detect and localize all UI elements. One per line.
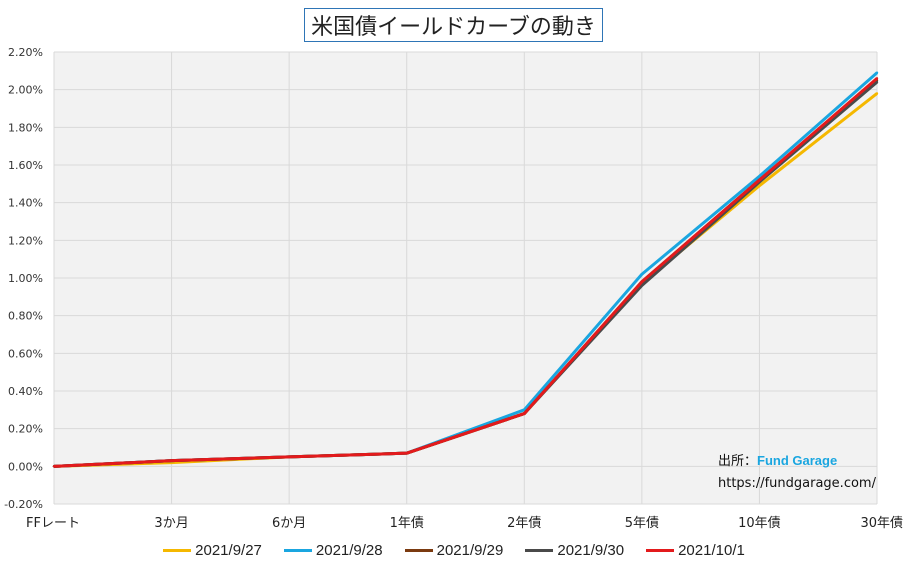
y-tick-label: 2.00% — [8, 84, 43, 97]
x-axis: FFレート 3か月 6か月 1年債 2年債 5年債 10年債 30年債 — [26, 516, 903, 531]
y-tick-label: 1.40% — [8, 197, 43, 210]
series-line — [53, 77, 878, 468]
legend-swatch — [646, 548, 675, 552]
y-tick-label: 0.00% — [8, 460, 43, 473]
source-brand: Fund Garage — [757, 453, 838, 468]
data-point — [758, 175, 761, 178]
x-tick-label: 2年債 — [507, 516, 541, 531]
y-tick-label: 0.40% — [8, 385, 43, 398]
data-point — [758, 178, 761, 182]
y-tick-label: 1.00% — [8, 272, 43, 285]
data-point — [875, 77, 879, 80]
data-point — [875, 80, 879, 84]
y-tick-label: 0.60% — [8, 347, 43, 360]
legend: 2021/9/27 2021/9/28 2021/9/29 2021/9/30 2021… — [0, 540, 908, 560]
y-tick-label: 1.20% — [8, 234, 43, 247]
y-tick-label: 1.60% — [8, 159, 43, 172]
legend-item: 2021/9/27 — [163, 542, 262, 559]
data-point — [875, 71, 879, 74]
legend-swatch — [283, 548, 312, 552]
data-point — [640, 280, 644, 283]
y-tick-label: 0.80% — [8, 310, 43, 323]
y-axis: -0.20% 0.00% 0.20% 0.40% 0.60% 0.80% 1.00% 1.20… — [4, 46, 43, 511]
y-tick-label: 1.80% — [8, 121, 43, 134]
y-tick-label: -0.20% — [4, 498, 43, 511]
data-point — [405, 451, 408, 455]
source-label: 出所： — [718, 454, 758, 469]
legend-item: 2021/10/1 — [646, 542, 745, 559]
data-point — [875, 92, 879, 95]
legend-swatch — [404, 548, 433, 552]
legend-item: 2021/9/29 — [404, 541, 504, 559]
data-point — [52, 465, 56, 468]
x-tick-label: 10年債 — [738, 516, 781, 531]
data-point — [758, 184, 761, 187]
data-point — [640, 273, 644, 276]
y-tick-label: 2.20% — [8, 46, 43, 59]
legend-item: 2021/9/30 — [525, 542, 624, 559]
source-url: https://fundgarage.com/ — [718, 476, 876, 491]
x-tick-label: 5年債 — [625, 516, 659, 531]
legend-label: 2021/9/28 — [315, 541, 383, 559]
source-line: 出所：Fund Garage — [718, 450, 876, 473]
legend-label: 2021/9/27 — [195, 541, 262, 559]
grid-lines — [53, 51, 878, 505]
legend-item: 2021/9/28 — [283, 541, 383, 559]
legend-label: 2021/9/30 — [557, 541, 625, 559]
series-lines — [52, 71, 879, 468]
data-point — [287, 455, 291, 459]
data-point — [640, 284, 644, 287]
source-note: 出所：Fund Garage https://fundgarage.com/ — [718, 450, 876, 495]
x-tick-label: 1年債 — [390, 516, 424, 531]
data-point — [523, 412, 526, 415]
legend-swatch — [525, 548, 554, 552]
x-tick-label: 3か月 — [154, 516, 188, 531]
legend-swatch — [163, 548, 192, 552]
data-point — [170, 459, 173, 462]
x-tick-label: FFレート — [26, 516, 80, 531]
y-tick-label: 0.20% — [8, 423, 43, 436]
chart-title: 米国債イールドカーブの動き — [304, 8, 603, 42]
data-point — [523, 408, 526, 412]
legend-label: 2021/9/29 — [436, 541, 504, 559]
legend-label: 2021/10/1 — [678, 541, 745, 559]
x-tick-label: 6か月 — [272, 516, 306, 531]
x-tick-label: 30年債 — [860, 516, 903, 531]
